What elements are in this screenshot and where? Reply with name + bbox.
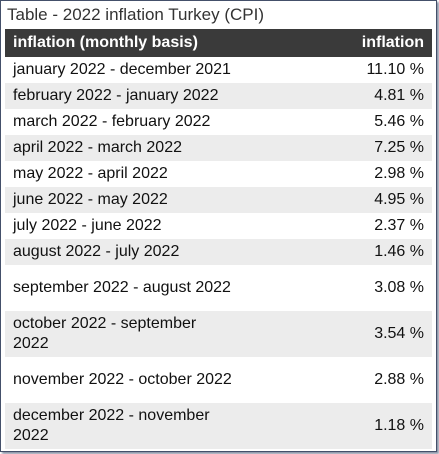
period-text: october 2022 - september 2022 <box>13 315 197 352</box>
table-row: september 2022 - august 2022 3.08 % <box>5 265 432 311</box>
table-row: february 2022 - january 2022 4.81 % <box>5 83 432 109</box>
table-row: april 2022 - march 2022 7.25 % <box>5 135 432 161</box>
inflation-cell: 1.18 % <box>374 417 424 434</box>
table-row: october 2022 - september 2022 3.54 % <box>5 311 432 357</box>
inflation-cell: 2.37 % <box>374 217 424 234</box>
period-cell: august 2022 - july 2022 <box>13 243 180 260</box>
period-cell: june 2022 - may 2022 <box>13 191 168 208</box>
header-row: inflation (monthly basis) inflation <box>5 29 432 57</box>
inflation-cell: 1.46 % <box>374 243 424 260</box>
period-cell: january 2022 - december 2021 <box>13 61 231 78</box>
period-cell: february 2022 - january 2022 <box>13 87 219 104</box>
period-cell: october 2022 - september 2022 <box>5 311 325 357</box>
table-row: june 2022 - may 2022 4.95 % <box>5 187 432 213</box>
period-cell: july 2022 - june 2022 <box>13 217 162 234</box>
table-row: may 2022 - april 2022 2.98 % <box>5 161 432 187</box>
period-cell: december 2022 - november 2022 <box>5 403 325 449</box>
inflation-cell: 2.88 % <box>374 371 424 388</box>
period-text: december 2022 - november 2022 <box>13 407 210 444</box>
period-cell: november 2022 - october 2022 <box>13 371 232 388</box>
table-title: Table - 2022 inflation Turkey (CPI) <box>7 5 265 24</box>
inflation-cell: 3.54 % <box>374 325 424 342</box>
inflation-cell: 4.81 % <box>374 87 424 104</box>
inflation-cell: 4.95 % <box>374 191 424 208</box>
inflation-cell: 11.10 % <box>366 61 424 78</box>
table-row: december 2022 - november 2022 1.18 % <box>5 403 432 449</box>
header-cell: inflation <box>325 29 432 57</box>
table-body: january 2022 - december 2021 11.10 % febru… <box>5 57 432 449</box>
header-cell: inflation (monthly basis) <box>5 29 326 57</box>
table-row: july 2022 - june 2022 2.37 % <box>5 213 432 239</box>
period-cell: september 2022 - august 2022 <box>13 279 231 296</box>
table-row: january 2022 - december 2021 11.10 % <box>5 57 432 83</box>
table-row: november 2022 - october 2022 2.88 % <box>5 357 432 403</box>
table-row: august 2022 - july 2022 1.46 % <box>5 239 432 265</box>
inflation-cell: 5.46 % <box>374 113 424 130</box>
inflation-cell: 2.98 % <box>374 165 424 182</box>
period-cell: may 2022 - april 2022 <box>13 165 168 182</box>
inflation-table: inflation (monthly basis) inflation janu… <box>5 29 432 449</box>
table-row: march 2022 - february 2022 5.46 % <box>5 109 432 135</box>
inflation-cell: 3.08 % <box>374 279 424 296</box>
period-cell: april 2022 - march 2022 <box>13 139 182 156</box>
inflation-cell: 7.25 % <box>374 139 424 156</box>
table-header: inflation (monthly basis) inflation <box>5 29 432 57</box>
period-cell: march 2022 - february 2022 <box>13 113 211 130</box>
